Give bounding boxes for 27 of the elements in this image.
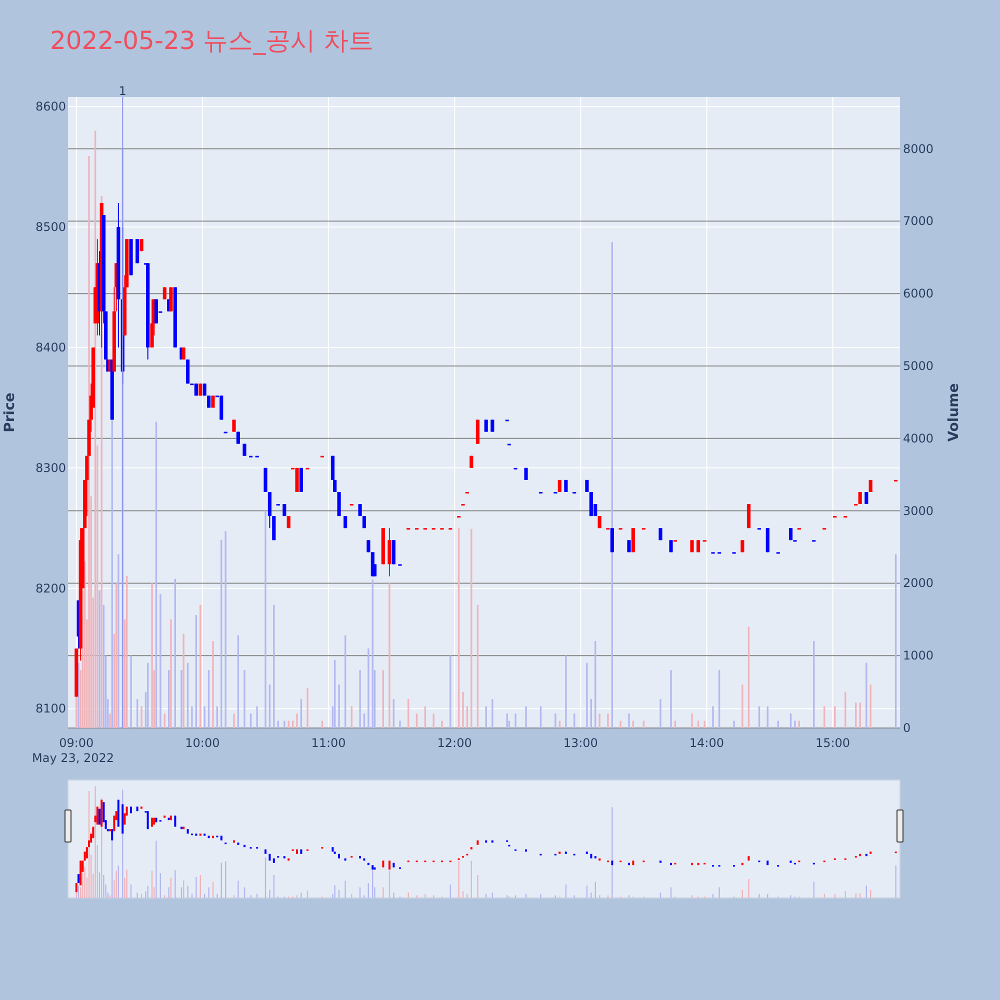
x-tick-label: 13:00 (563, 736, 598, 750)
y2-tick-label: 5000 (903, 358, 934, 373)
y2-tick-label: 2000 (903, 576, 934, 590)
text: May 23, 2022 (32, 751, 114, 765)
y-tick-label: 8300 (35, 460, 66, 475)
y2-tick-label: 7000 (903, 214, 934, 228)
y-tick-label: 8500 (35, 220, 66, 234)
x-tick-label: 09:00 (59, 736, 94, 750)
ref-line-label: 1 (118, 84, 126, 98)
y-tick-label: 8600 (35, 100, 66, 114)
x-tick-label: 15:00 (815, 736, 850, 750)
y2-tick-label: 8000 (903, 142, 934, 156)
y2-axis-title: Volume (946, 383, 962, 442)
y2-tick-label: 1000 (903, 648, 934, 663)
y2-tick-label: 3000 (903, 504, 934, 518)
chart-title: 2022-05-23 뉴스_공시 차트 (50, 26, 374, 55)
x-tick-label: 14:00 (689, 736, 724, 750)
y-tick-label: 8100 (35, 702, 66, 716)
y2-tick-label: 0 (903, 721, 911, 735)
y-tick-label: 8200 (35, 581, 66, 596)
y2-tick-label: 6000 (903, 286, 934, 301)
x-tick-label: 12:00 (437, 736, 472, 750)
y-tick-label: 8400 (35, 340, 66, 354)
y-axis-title: Price (2, 392, 18, 432)
x-tick-label: 11:00 (311, 736, 346, 750)
x-tick-label: 10:00 (185, 736, 220, 750)
y2-tick-label: 4000 (903, 431, 934, 446)
